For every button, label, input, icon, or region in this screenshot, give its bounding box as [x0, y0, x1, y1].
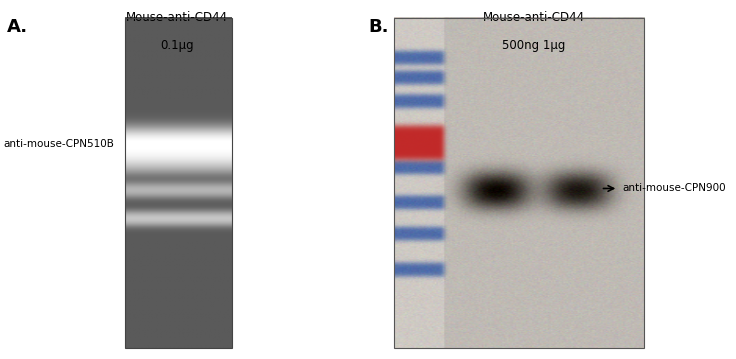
Bar: [125, 18, 232, 348]
Text: anti-mouse-CPN510B: anti-mouse-CPN510B: [4, 139, 115, 149]
Text: anti-mouse-CPN900: anti-mouse-CPN900: [622, 183, 726, 194]
Text: A.: A.: [7, 18, 29, 36]
Text: 0.1μg: 0.1μg: [160, 39, 194, 52]
Text: Mouse-anti-CD44: Mouse-anti-CD44: [483, 11, 584, 24]
Text: B.: B.: [368, 18, 389, 36]
Text: Mouse-anti-CD44: Mouse-anti-CD44: [126, 11, 227, 24]
Bar: [394, 18, 644, 348]
Text: 500ng 1μg: 500ng 1μg: [502, 39, 565, 52]
